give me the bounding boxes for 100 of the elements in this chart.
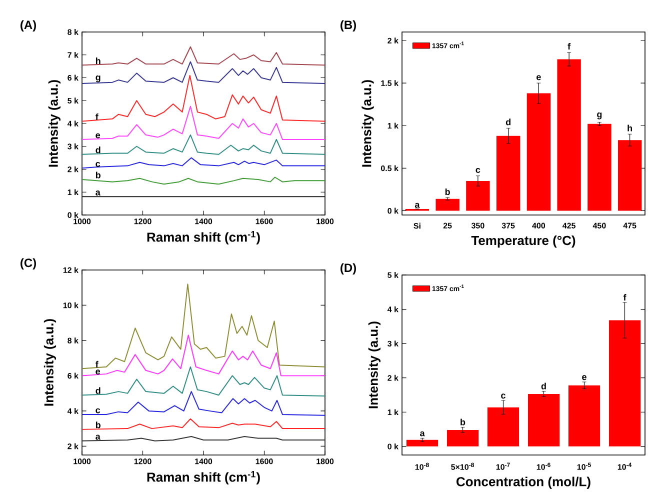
y-tick-label: 5 k	[388, 272, 398, 278]
bar	[557, 59, 581, 211]
y-axis-title: Intensity (a.u.)	[48, 80, 60, 167]
y-tick-label: 4 k	[387, 306, 398, 312]
annotation: a	[414, 202, 420, 208]
series-label: f	[96, 113, 98, 120]
line-series	[82, 74, 325, 122]
bar	[526, 93, 551, 211]
y-tick-label: 8 k	[68, 338, 78, 344]
annotation: d	[506, 118, 510, 126]
series-label: c	[96, 162, 100, 167]
bar	[588, 124, 612, 211]
bar	[618, 140, 642, 211]
y-tick-label: 6 k	[68, 74, 78, 81]
line-series	[82, 157, 325, 169]
x-tick-label: 25	[443, 222, 452, 228]
x-tick-label: 450	[592, 222, 606, 228]
x-tick-label: 1800	[316, 218, 334, 224]
y-tick-label: 0 k	[68, 212, 78, 218]
x-tick-label: 425	[562, 222, 576, 228]
x-tick-label: Si	[414, 222, 420, 229]
chart-title: (C)	[20, 258, 36, 270]
x-tick-label: 10$^{-7}$	[496, 462, 510, 470]
x-tick-label: 1400	[195, 218, 212, 224]
x-tick-label: 1400	[195, 458, 212, 464]
y-tick-label: 6 k	[68, 372, 78, 379]
x-tick-label: 400	[532, 222, 546, 228]
x-tick-label: 350	[471, 222, 484, 228]
bar	[496, 136, 520, 211]
y-tick-label: 10 k	[63, 302, 78, 308]
annotation: b	[445, 188, 450, 196]
y-tick-label: 0.5 k	[380, 165, 398, 172]
bar	[487, 407, 520, 446]
y-tick-label: 1 k	[388, 122, 398, 129]
x-tick-label: 10$^{-5}$	[577, 462, 591, 470]
annotation: f	[568, 42, 571, 50]
x-tick-label: 1800	[316, 458, 334, 464]
y-tick-label: 4 k	[67, 408, 78, 414]
y-tick-label: 1.5 k	[381, 80, 398, 86]
y-axis-title: Intensity (a.u.)	[368, 322, 380, 408]
x-axis-title: Temperature (°C)	[471, 236, 576, 248]
x-tick-label: 475	[623, 222, 636, 228]
x-tick-label: 1000	[74, 218, 91, 224]
line-series	[82, 134, 325, 155]
series-label: e	[96, 370, 100, 375]
x-tick-label: 10$^{-6}$	[536, 462, 550, 470]
y-tick-label: 7 k	[68, 52, 78, 58]
series-label: c	[96, 408, 100, 414]
y-tick-label: 8 k	[68, 29, 78, 35]
bar	[446, 430, 479, 446]
x-tick-label: 375	[502, 222, 515, 228]
annotation: e	[536, 75, 541, 80]
bar	[436, 198, 460, 211]
y-tick-label: 4 k	[67, 120, 78, 126]
chart-title: (A)	[20, 20, 36, 32]
series-label: b	[96, 172, 100, 178]
y-tick-label: 12 k	[63, 267, 78, 273]
series-label: g	[96, 76, 100, 82]
annotation: c	[476, 168, 480, 173]
series-label: e	[96, 133, 100, 138]
series-label: a	[96, 434, 100, 440]
x-axis-title: Concentration (mol/L)	[456, 476, 590, 489]
bar	[568, 385, 600, 446]
x-tick-label: 1200	[134, 458, 152, 464]
y-axis-title: Intensity (a.u.)	[362, 80, 374, 167]
line-series	[82, 106, 325, 140]
series-label: d	[96, 387, 100, 394]
y-tick-label: 2 k	[68, 166, 78, 172]
x-tick-label: 1600	[256, 458, 273, 464]
bar	[406, 440, 438, 446]
bar	[528, 394, 560, 446]
annotation: g	[597, 112, 602, 120]
annotation: b	[460, 418, 466, 426]
annotation: c	[501, 394, 506, 399]
y-tick-label: 1 k	[388, 409, 398, 416]
y-tick-label: 2 k	[388, 374, 398, 381]
y-tick-label: 3 k	[388, 340, 398, 347]
annotation: f	[623, 294, 626, 301]
line-series	[82, 46, 325, 66]
chart-title: (D)	[340, 263, 356, 274]
x-axis-title: Raman shift (cm$^{-1}$)	[147, 231, 260, 244]
x-tick-label: 5×10$^{-8}$	[451, 462, 474, 470]
annotation: e	[582, 375, 586, 380]
x-tick-label: 10$^{-8}$	[415, 462, 429, 470]
annotation: h	[628, 124, 632, 132]
y-tick-label: 2 k	[68, 443, 78, 450]
x-tick-label: 1000	[74, 458, 91, 464]
series-label: f	[96, 360, 98, 368]
series-label: a	[96, 190, 100, 196]
y-tick-label: 5 k	[68, 98, 78, 104]
annotation: a	[420, 431, 425, 436]
line-series	[82, 334, 325, 376]
annotation: d	[541, 382, 546, 390]
line-series	[82, 366, 325, 396]
y-tick-label: 2 k	[388, 38, 398, 44]
chart-title: (B)	[340, 20, 356, 32]
bar	[608, 320, 641, 446]
series-label: b	[96, 422, 100, 428]
line-series	[82, 176, 325, 185]
x-tick-label: 1600	[256, 218, 273, 224]
